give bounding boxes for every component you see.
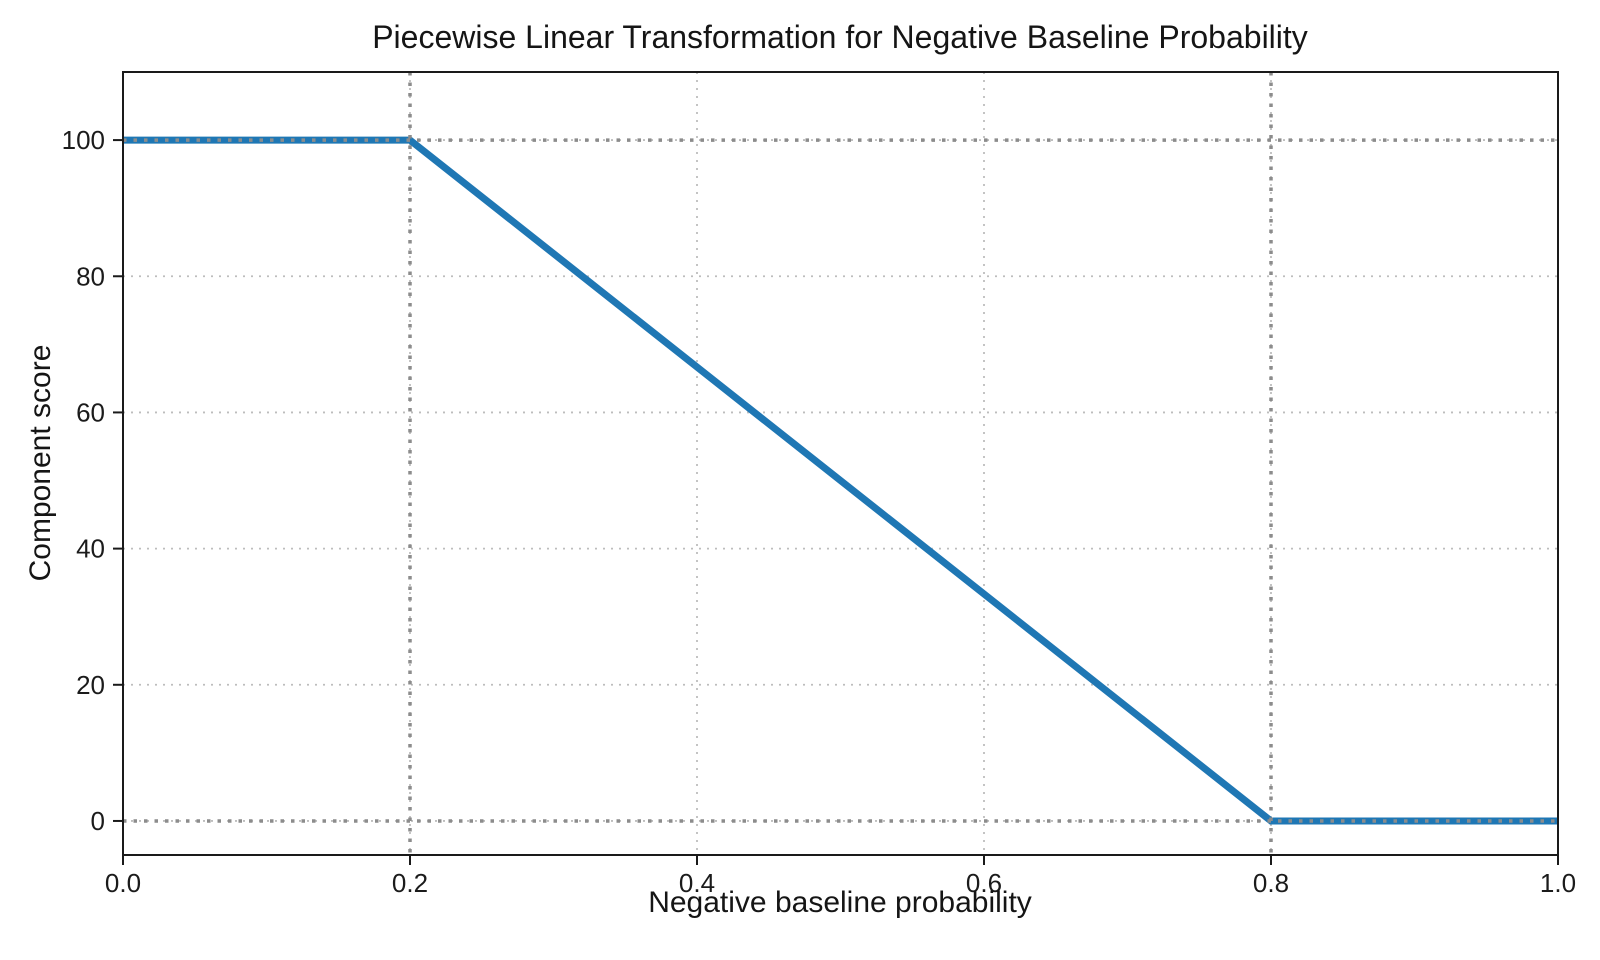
series-line-component-score-transform [123,136,1558,825]
x-tick-label: 0.4 [679,868,715,898]
y-tick-label: 0 [91,806,105,836]
chart-title: Piecewise Linear Transformation for Nega… [372,19,1308,55]
y-tick-label: 40 [76,534,105,564]
y-tick-label: 20 [76,670,105,700]
x-tick-label: 0.6 [966,868,1002,898]
y-tick-label: 60 [76,397,105,427]
x-tick-label: 1.0 [1540,868,1576,898]
y-axis-label: Component score [24,344,57,582]
x-axis-label: Negative baseline probability [648,886,1032,919]
y-tick-label: 80 [76,261,105,291]
x-tick-label: 0.2 [392,868,428,898]
y-tick-label: 100 [62,125,105,155]
x-tick-label: 0.0 [105,868,141,898]
plot-spines [122,71,1559,856]
x-tick-label: 0.8 [1253,868,1289,898]
